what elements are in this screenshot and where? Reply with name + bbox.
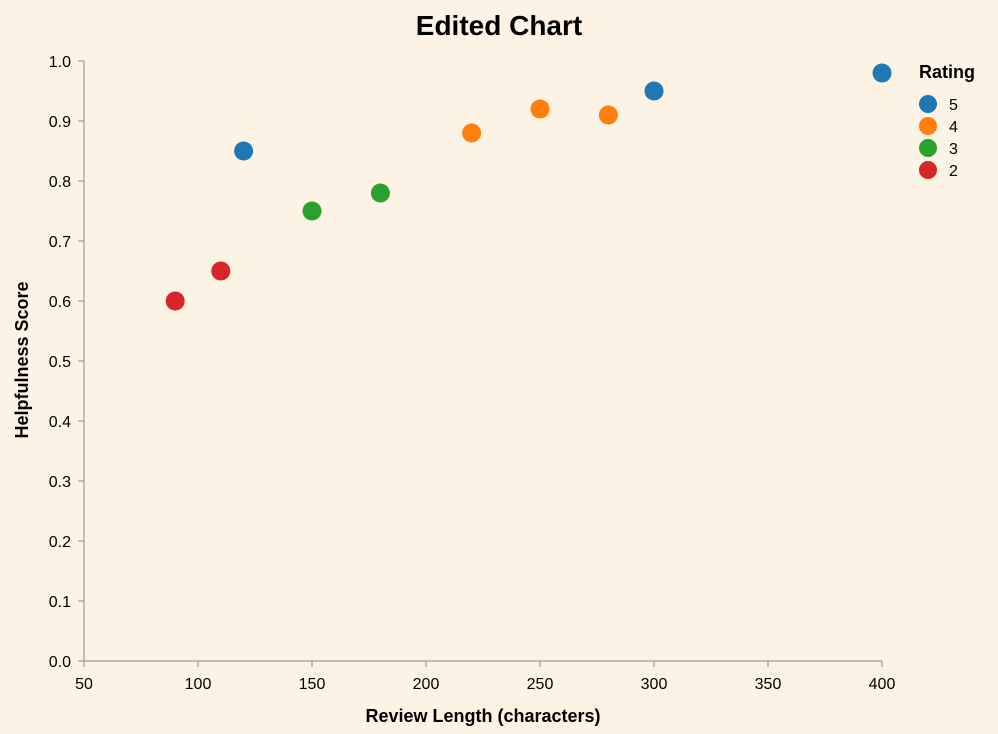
- y-tick-label: 0.6: [49, 294, 71, 311]
- y-tick-label: 0.4: [49, 414, 71, 431]
- legend-title: Rating: [919, 62, 975, 82]
- x-tick-label: 300: [641, 676, 668, 693]
- y-tick-label: 0.2: [49, 534, 71, 551]
- y-tick-label: 0.7: [49, 234, 71, 251]
- y-tick-label: 0.8: [49, 174, 71, 191]
- y-tick-label: 0.5: [49, 354, 71, 371]
- legend: Rating 5 4 3 2: [919, 62, 975, 180]
- y-tick-label: 0.9: [49, 114, 71, 131]
- y-tick-label: 1.0: [49, 54, 71, 71]
- axes: 50 100 150 200 250 300 350 400 0.0 0.1 0.2 0.3 0.4 0.…: [49, 54, 896, 693]
- y-tick-label: 0.0: [49, 654, 71, 671]
- y-tick-label: 0.1: [49, 594, 71, 611]
- legend-label: 5: [949, 97, 958, 114]
- x-tick-label: 150: [299, 676, 326, 693]
- x-tick-label: 400: [869, 676, 896, 693]
- data-point: [211, 261, 231, 281]
- data-point: [370, 183, 390, 203]
- y-axis-title: Helpfulness Score: [12, 281, 32, 438]
- legend-label: 4: [949, 119, 958, 136]
- x-tick-label: 100: [185, 676, 212, 693]
- data-point: [165, 291, 185, 311]
- data-point: [462, 123, 482, 143]
- legend-swatch: [919, 161, 937, 179]
- legend-swatch: [919, 139, 937, 157]
- x-axis-title: Review Length (characters): [365, 706, 600, 726]
- y-tick-label: 0.3: [49, 474, 71, 491]
- x-tick-label: 350: [755, 676, 782, 693]
- data-point: [598, 105, 618, 125]
- legend-swatch: [919, 95, 937, 113]
- data-point: [302, 201, 322, 221]
- legend-label: 2: [949, 163, 958, 180]
- data-point: [872, 63, 892, 83]
- data-point: [644, 81, 664, 101]
- legend-label: 3: [949, 141, 958, 158]
- data-point: [530, 99, 550, 119]
- chart-title: Edited Chart: [416, 10, 582, 41]
- data-point: [234, 141, 254, 161]
- x-tick-label: 50: [75, 676, 93, 693]
- legend-swatch: [919, 117, 937, 135]
- x-tick-label: 200: [413, 676, 440, 693]
- x-tick-label: 250: [527, 676, 554, 693]
- data-points: [165, 63, 892, 311]
